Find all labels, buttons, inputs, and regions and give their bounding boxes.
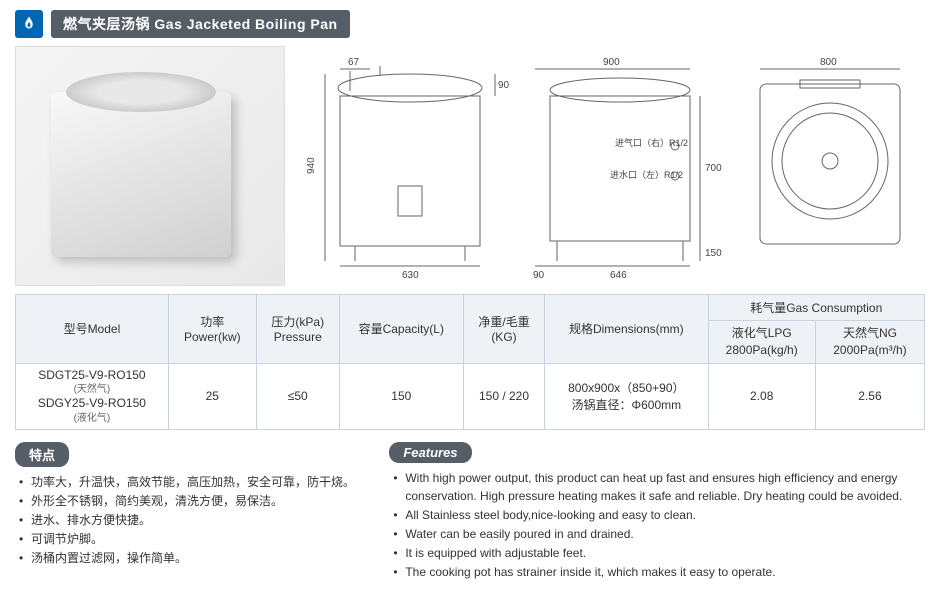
features-cn-title: 特点 <box>15 442 69 467</box>
features-en: Features With high power output, this pr… <box>389 442 925 582</box>
features-cn: 特点 功率大，升温快，高效节能，高压加热，安全可靠，防干烧。外形全不锈钢，简约美… <box>15 442 359 582</box>
cell-pressure: ≤50 <box>256 363 339 429</box>
svg-text:800: 800 <box>820 57 837 68</box>
svg-text:进气口（右）R1/2: 进气口（右）R1/2 <box>615 137 688 148</box>
features-row: 特点 功率大，升温快，高效节能，高压加热，安全可靠，防干烧。外形全不锈钢，简约美… <box>15 442 925 582</box>
th-capacity: 容量Capacity(L) <box>339 295 463 364</box>
svg-text:进水口（左）R1/2: 进水口（左）R1/2 <box>610 169 683 180</box>
th-power: 功率 Power(kw) <box>168 295 256 364</box>
feature-item: All Stainless steel body,nice-looking an… <box>393 506 925 524</box>
feature-item: 汤桶内置过滤网，操作简单。 <box>19 549 359 567</box>
features-en-list: With high power output, this product can… <box>389 469 925 581</box>
cell-weight: 150 / 220 <box>463 363 544 429</box>
feature-item: 外形全不锈钢，简约美观，清洗方便，易保洁。 <box>19 492 359 510</box>
th-model: 型号Model <box>16 295 169 364</box>
features-en-title: Features <box>389 442 471 463</box>
features-cn-list: 功率大，升温快，高效节能，高压加热，安全可靠，防干烧。外形全不锈钢，简约美观，清… <box>15 473 359 567</box>
cell-dimensions: 800x900x（850+90） 汤锅直径：Φ600mm <box>545 363 708 429</box>
th-weight: 净重/毛重 (KG) <box>463 295 544 364</box>
product-photo <box>15 46 285 286</box>
svg-text:150: 150 <box>705 248 722 259</box>
title-bar: 燃气夹层汤锅 Gas Jacketed Boiling Pan <box>15 10 925 38</box>
cell-model: SDGT25-V9-RO150 (天然气) SDGY25-V9-RO150 (液… <box>16 363 169 429</box>
svg-text:700: 700 <box>705 163 722 174</box>
th-gas: 耗气量Gas Consumption <box>708 295 924 321</box>
flame-icon <box>15 10 43 38</box>
svg-text:67: 67 <box>348 57 360 68</box>
table-row: SDGT25-V9-RO150 (天然气) SDGY25-V9-RO150 (液… <box>16 363 925 429</box>
th-dimensions: 规格Dimensions(mm) <box>545 295 708 364</box>
cell-power: 25 <box>168 363 256 429</box>
cell-ng-val: 2.56 <box>815 363 924 429</box>
svg-text:900: 900 <box>603 57 620 68</box>
feature-item: Water can be easily poured in and draine… <box>393 525 925 543</box>
spec-table: 型号Model 功率 Power(kw) 压力(kPa) Pressure 容量… <box>15 294 925 430</box>
page-title: 燃气夹层汤锅 Gas Jacketed Boiling Pan <box>51 10 350 38</box>
feature-item: 功率大，升温快，高效节能，高压加热，安全可靠，防干烧。 <box>19 473 359 491</box>
feature-item: The cooking pot has strainer inside it, … <box>393 563 925 581</box>
feature-item: 进水、排水方便快捷。 <box>19 511 359 529</box>
svg-text:646: 646 <box>610 270 627 281</box>
feature-item: 可调节炉脚。 <box>19 530 359 548</box>
cell-capacity: 150 <box>339 363 463 429</box>
th-ng: 天然气NG 2000Pa(m³/h) <box>815 321 924 364</box>
svg-text:90: 90 <box>533 270 545 281</box>
cell-lpg-val: 2.08 <box>708 363 815 429</box>
feature-item: With high power output, this product can… <box>393 469 925 505</box>
svg-text:630: 630 <box>402 270 419 281</box>
technical-drawings: 630 940 67 90 900 进气口（右）R1/2 进水口（左）R1/2 … <box>295 46 925 286</box>
th-pressure: 压力(kPa) Pressure <box>256 295 339 364</box>
svg-text:90: 90 <box>498 80 510 91</box>
svg-text:940: 940 <box>306 157 317 174</box>
feature-item: It is equipped with adjustable feet. <box>393 544 925 562</box>
th-lpg: 液化气LPG 2800Pa(kg/h) <box>708 321 815 364</box>
diagram-row: 630 940 67 90 900 进气口（右）R1/2 进水口（左）R1/2 … <box>15 46 925 286</box>
